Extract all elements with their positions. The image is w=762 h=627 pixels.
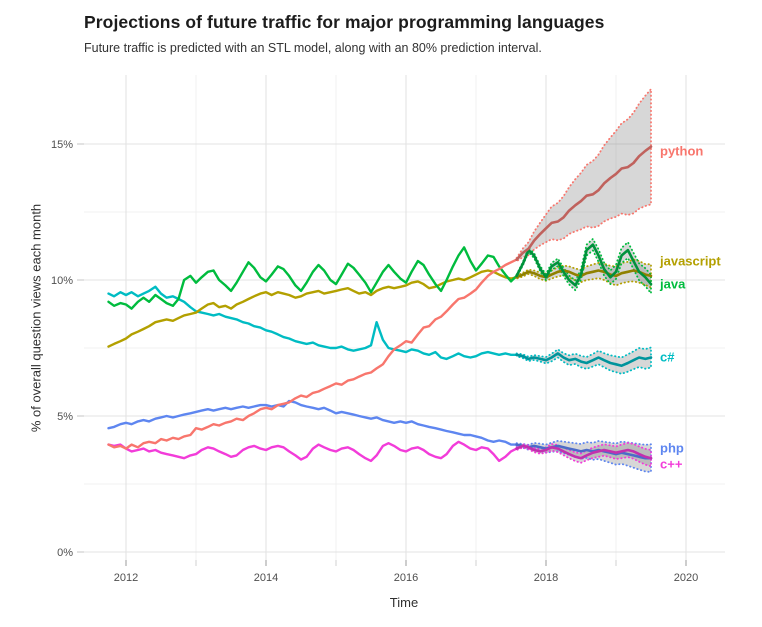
page-subtitle: Future traffic is predicted with an STL … bbox=[84, 41, 542, 55]
series-label-c#: c# bbox=[660, 350, 675, 365]
y-tick-label-5%: 5% bbox=[57, 411, 73, 423]
forecast-line-java bbox=[515, 243, 653, 287]
series-line-c# bbox=[107, 285, 518, 361]
series-label-javascript: javascript bbox=[659, 254, 721, 269]
series-line-c++ bbox=[107, 440, 518, 463]
prediction-ribbon-border-c# bbox=[515, 346, 652, 375]
page-title: Projections of future traffic for major … bbox=[84, 12, 605, 32]
prediction-ribbon-border-python bbox=[515, 88, 652, 263]
x-axis-title: Time bbox=[389, 595, 419, 610]
series-label-java: java bbox=[659, 277, 686, 292]
x-tick-label-2012: 2012 bbox=[114, 572, 138, 584]
series-line-javascript bbox=[107, 269, 518, 348]
y-tick-label-10%: 10% bbox=[51, 275, 73, 287]
forecast-line-php bbox=[515, 443, 653, 460]
series-line-php bbox=[107, 399, 518, 446]
y-tick-label-15%: 15% bbox=[51, 139, 73, 151]
prediction-ribbon-python bbox=[516, 89, 651, 262]
forecast-line-c# bbox=[515, 352, 653, 368]
x-tick-label-2014: 2014 bbox=[254, 572, 278, 584]
forecast-line-javascript bbox=[515, 269, 653, 279]
series-line-java bbox=[107, 246, 518, 310]
x-tick-label-2016: 2016 bbox=[394, 572, 418, 584]
y-axis-title: % of overall question views each month bbox=[28, 203, 44, 433]
forecast-line-c++ bbox=[515, 444, 653, 460]
prediction-ribbon-c# bbox=[516, 347, 651, 374]
series-label-c++: c++ bbox=[660, 457, 683, 472]
x-tick-label-2020: 2020 bbox=[674, 572, 698, 584]
prediction-ribbon-border-java bbox=[515, 237, 652, 295]
x-tick-label-2018: 2018 bbox=[534, 572, 558, 584]
series-label-php: php bbox=[660, 441, 684, 456]
forecast-line-python bbox=[515, 145, 653, 261]
prediction-ribbon-border-php bbox=[515, 439, 652, 473]
series-label-python: python bbox=[660, 144, 703, 159]
series-line-python bbox=[107, 258, 518, 450]
y-tick-label-0%: 0% bbox=[57, 547, 73, 559]
